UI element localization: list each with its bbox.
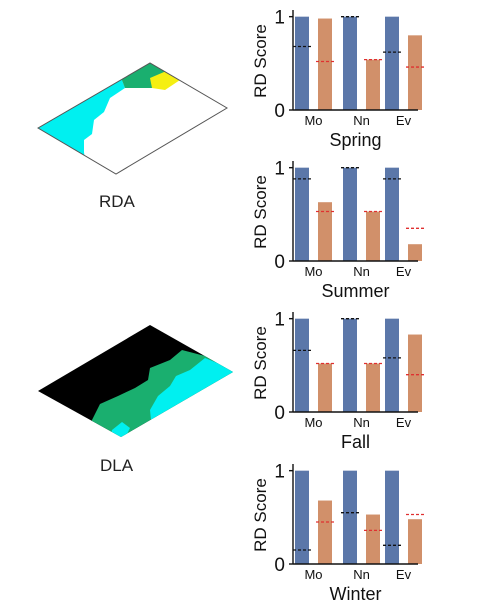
bar-mo-orange	[318, 500, 332, 564]
y-axis-label: RD Score	[251, 175, 270, 249]
bar-mo-orange	[318, 202, 332, 261]
dla-map	[38, 325, 233, 437]
bar-ev-orange	[408, 519, 422, 564]
bar-ev-blue	[385, 167, 399, 261]
bar-ev-orange	[408, 35, 422, 111]
x-tick-label-nn: Nn	[353, 113, 370, 128]
y-tick-label: 0	[274, 252, 285, 273]
bar-nn-blue	[343, 16, 357, 111]
y-axis-label: RD Score	[251, 326, 270, 400]
y-axis-label: RD Score	[251, 478, 270, 552]
bar-nn-blue	[343, 318, 357, 412]
y-tick-label: 1	[274, 462, 285, 483]
chart-winter: 0 1 Mo Nn Ev RD Score Winter	[251, 462, 424, 604]
y-tick-label: 0	[274, 555, 285, 576]
y-tick-label: 1	[274, 159, 285, 180]
rda-map-outline	[37, 62, 228, 175]
chart-title: Summer	[321, 281, 389, 301]
bar-mo-orange	[318, 18, 332, 110]
y-tick-label: 1	[274, 310, 285, 331]
chart-title: Winter	[329, 584, 381, 604]
x-tick-label-mo: Mo	[304, 415, 322, 430]
x-tick-label-ev: Ev	[396, 567, 412, 582]
chart-title: Spring	[329, 130, 381, 150]
bar-nn-blue	[343, 167, 357, 261]
bar-ev-blue	[385, 16, 399, 111]
charts-area: 0 1 Mo Nn Ev RD Score Spring 0 1 Mo Nn Ev RD Score Su…	[251, 8, 424, 604]
bar-nn-orange	[366, 514, 380, 564]
x-tick-label-ev: Ev	[396, 113, 412, 128]
x-tick-label-nn: Nn	[353, 415, 370, 430]
bar-nn-orange	[366, 363, 380, 412]
y-tick-label: 0	[274, 101, 285, 122]
x-tick-label-mo: Mo	[304, 264, 322, 279]
bar-mo-blue	[295, 16, 309, 111]
x-tick-label-nn: Nn	[353, 567, 370, 582]
y-axis-label: RD Score	[251, 24, 270, 98]
chart-summer: 0 1 Mo Nn Ev RD Score Summer	[251, 159, 424, 301]
chart-fall: 0 1 Mo Nn Ev RD Score Fall	[251, 310, 424, 452]
chart-title: Fall	[341, 432, 370, 452]
x-tick-label-mo: Mo	[304, 113, 322, 128]
bar-mo-blue	[295, 470, 309, 564]
rda-map	[37, 62, 228, 175]
bar-nn-orange	[366, 211, 380, 261]
x-tick-label-nn: Nn	[353, 264, 370, 279]
bar-mo-blue	[295, 318, 309, 412]
x-tick-label-ev: Ev	[396, 264, 412, 279]
bar-ev-blue	[385, 318, 399, 412]
x-tick-label-mo: Mo	[304, 567, 322, 582]
bar-nn-blue	[343, 470, 357, 564]
bar-ev-blue	[385, 470, 399, 564]
bar-mo-blue	[295, 167, 309, 261]
bar-ev-orange	[408, 244, 422, 261]
bar-ev-orange	[408, 334, 422, 412]
y-tick-label: 0	[274, 403, 285, 424]
bar-nn-orange	[366, 59, 380, 110]
y-tick-label: 1	[274, 8, 285, 29]
bar-mo-orange	[318, 363, 332, 412]
dla-label: DLA	[100, 456, 134, 475]
rda-map-background	[38, 63, 227, 174]
x-tick-label-ev: Ev	[396, 415, 412, 430]
chart-spring: 0 1 Mo Nn Ev RD Score Spring	[251, 8, 424, 150]
rda-label: RDA	[99, 192, 135, 211]
